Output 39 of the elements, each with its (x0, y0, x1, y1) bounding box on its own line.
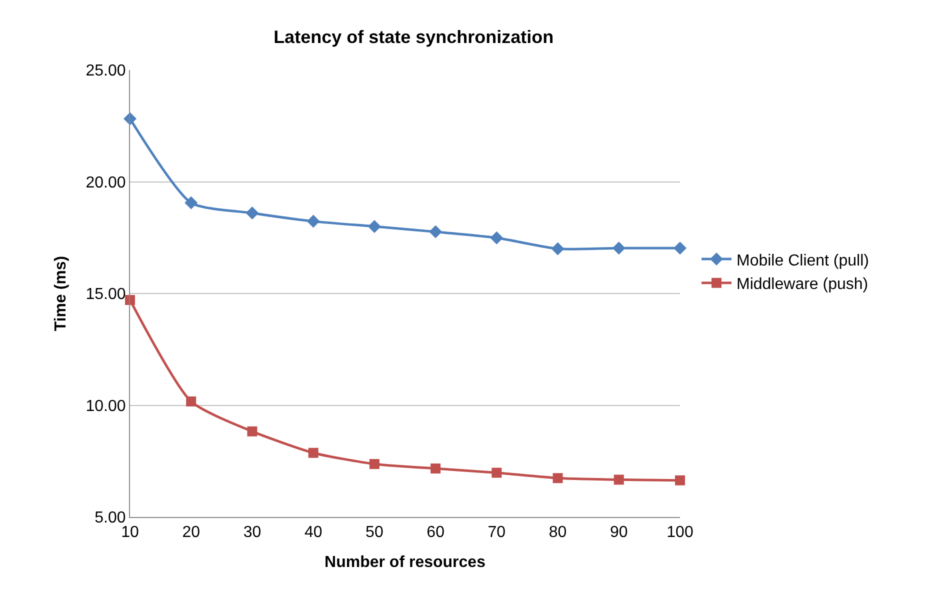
point (551, 242, 564, 256)
point (368, 220, 381, 233)
point (614, 474, 624, 485)
point (306, 214, 320, 228)
x-axis-title: Number of resources (324, 554, 486, 571)
point (186, 396, 196, 406)
point (369, 459, 380, 470)
point (246, 206, 259, 220)
chart-title: Latency of state synchronization (274, 26, 554, 47)
y-tick-label: 15.00 (86, 286, 126, 304)
y-tick-label: 25.00 (86, 62, 126, 80)
point (430, 464, 441, 474)
x-tick-label: 60 (426, 524, 445, 542)
x-tick-label: 40 (304, 524, 322, 542)
point (552, 473, 563, 484)
legend-label: Middleware (push) (736, 276, 868, 294)
point (612, 242, 626, 255)
point (490, 231, 504, 244)
point (675, 475, 685, 486)
x-tick-label: 90 (610, 524, 628, 542)
x-tick-label: 100 (666, 524, 694, 542)
point (308, 448, 318, 458)
x-tick-label: 50 (366, 524, 384, 542)
point (125, 294, 135, 305)
y-tick-label: 10.00 (86, 398, 126, 415)
point (429, 225, 442, 238)
x-tick-label: 80 (548, 524, 567, 542)
point (247, 426, 258, 436)
x-tick-label: 10 (121, 524, 139, 542)
point (674, 242, 686, 255)
point (492, 468, 502, 478)
point (184, 196, 198, 210)
x-tick-label: 30 (243, 524, 262, 542)
y-axis-title: Time (ms) (52, 256, 70, 332)
y-tick-label: 20.00 (86, 174, 126, 192)
x-tick-label: 70 (488, 524, 506, 542)
y-tick-label: 5.00 (94, 510, 126, 527)
legend-label: Mobile Client (pull) (736, 252, 869, 270)
x-tick-label: 20 (182, 524, 200, 542)
